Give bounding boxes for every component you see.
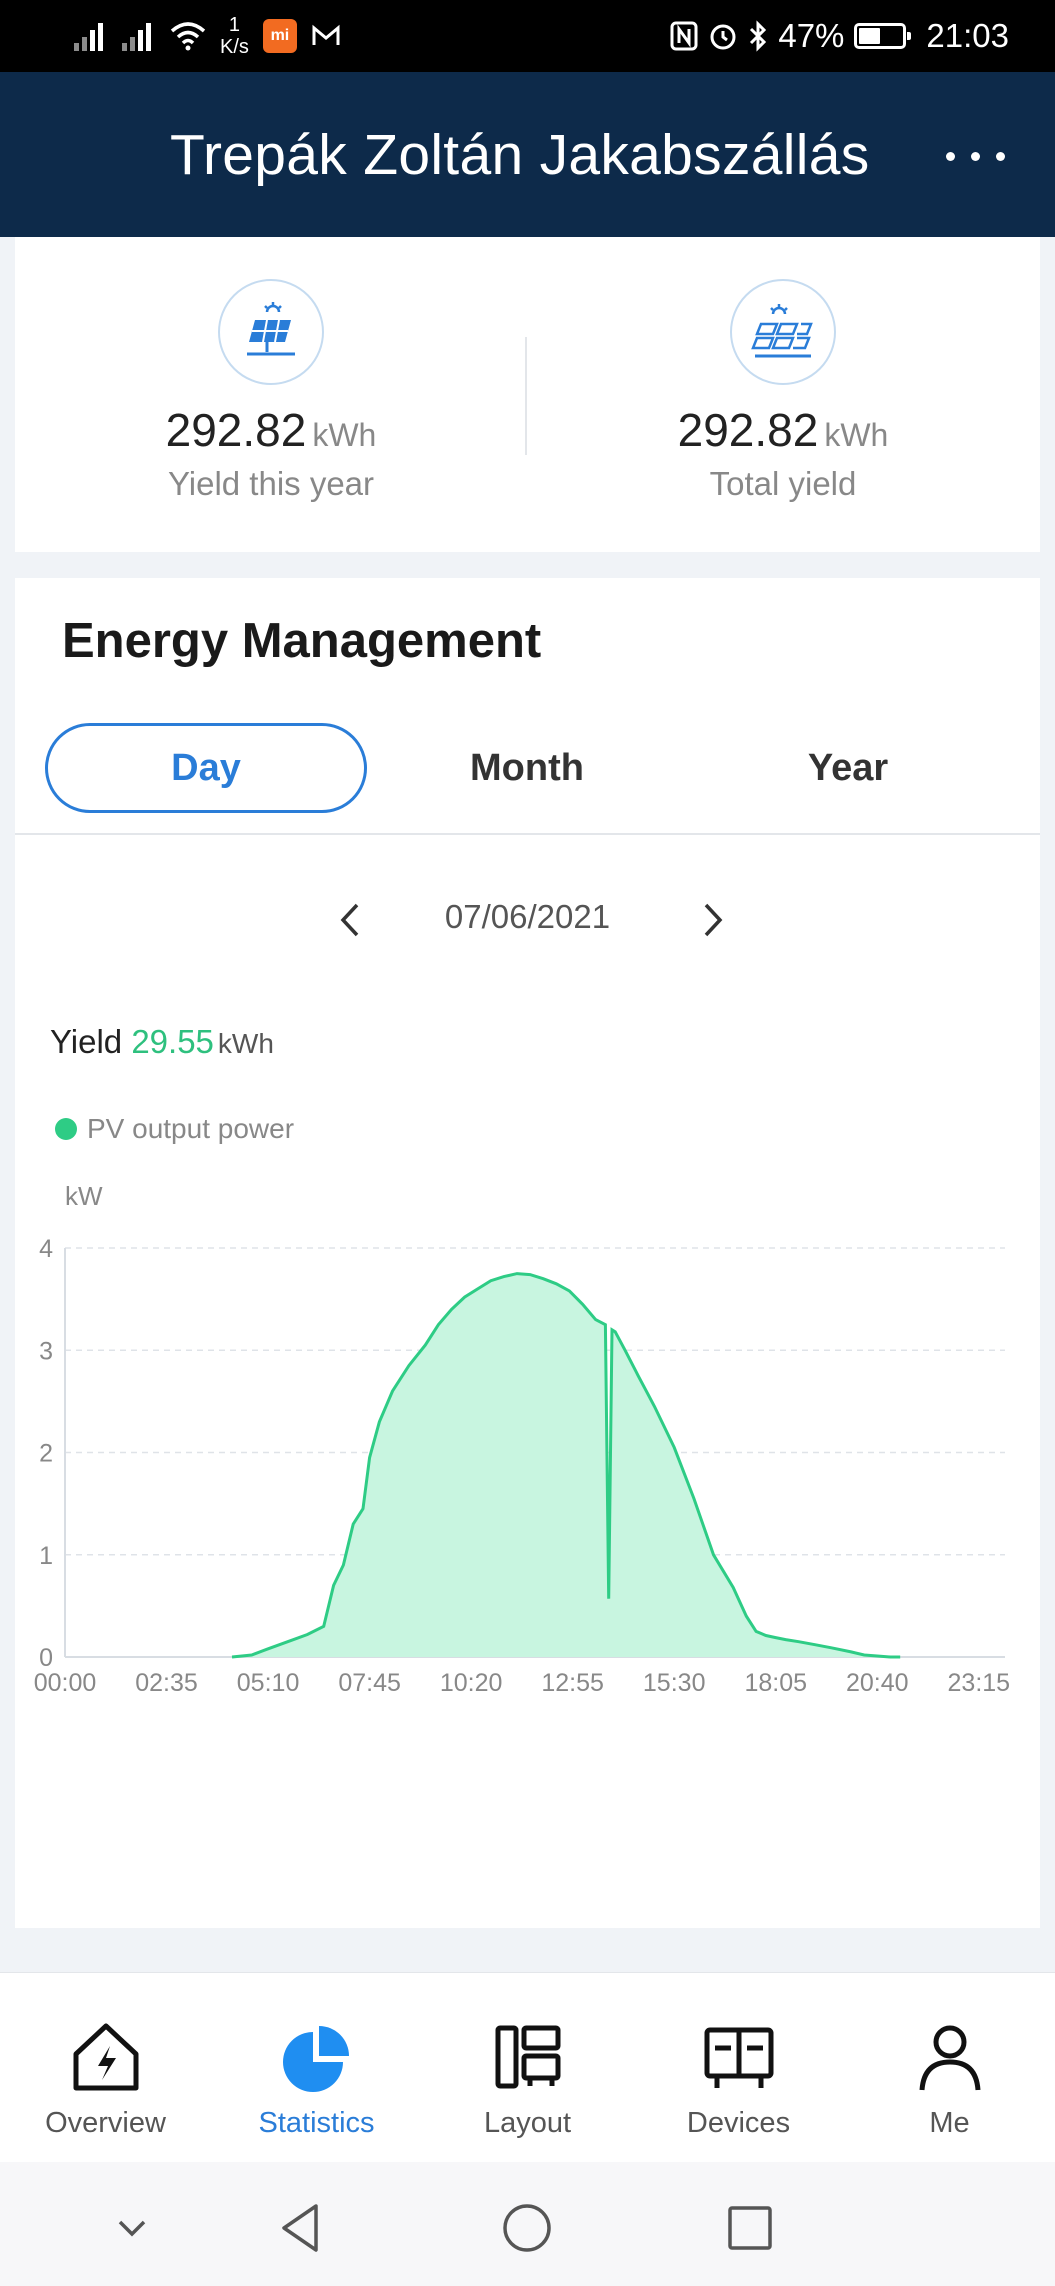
date-navigator: 07/06/2021 — [15, 890, 1040, 950]
person-icon — [919, 2025, 980, 2091]
y-tick-label: 4 — [39, 1235, 53, 1263]
x-tick-label: 12:55 — [541, 1669, 604, 1697]
energy-management-card: Energy Management Day Month Year 07/06/2… — [15, 578, 1040, 1928]
yield-this-year: 292.82 kWh Yield this year — [15, 237, 527, 503]
bluetooth-icon — [750, 20, 767, 52]
nav-layout[interactable]: Layout — [422, 1973, 633, 2163]
overview-bolt-icon — [73, 2023, 138, 2091]
yield-this-year-value: 292.82 — [165, 404, 307, 456]
x-tick-label: 02:35 — [135, 1669, 198, 1697]
section-heading: Energy Management — [62, 614, 542, 668]
solar-panel-icon — [218, 279, 324, 385]
devices-icon — [704, 2027, 773, 2088]
tab-day[interactable]: Day — [45, 723, 367, 813]
y-tick-label: 0 — [39, 1644, 53, 1672]
nfc-icon — [670, 21, 698, 51]
total-yield: 292.82 kWh Total yield — [527, 237, 1039, 503]
nav-me[interactable]: Me — [844, 1973, 1055, 2163]
nav-overview-label: Overview — [45, 2107, 166, 2139]
legend-label: PV output power — [87, 1113, 295, 1144]
pv-output-area — [232, 1273, 901, 1657]
day-yield-unit: kWh — [217, 1028, 274, 1059]
x-tick-label: 10:20 — [440, 1669, 503, 1697]
total-yield-unit: kWh — [824, 417, 889, 453]
total-yield-label: Total yield — [709, 465, 857, 502]
app-bar: Trepák Zoltán Jakabszállás — [0, 72, 1055, 237]
layout-icon — [495, 2025, 560, 2089]
x-tick-label: 05:10 — [237, 1669, 300, 1697]
y-tick-label: 3 — [39, 1337, 53, 1365]
chevron-down-icon[interactable] — [102, 2198, 162, 2258]
signal-strength-2-icon — [122, 21, 156, 51]
system-navigation-bar — [0, 2162, 1055, 2286]
more-options-icon[interactable] — [946, 152, 1005, 161]
y-tick-label: 1 — [39, 1542, 53, 1570]
x-tick-label: 00:00 — [34, 1669, 97, 1697]
pv-output-chart: kW 0 1 2 3 4 00:00 02:35 05:10 07:45 10:20 12:55 15… — [34, 1181, 1011, 1697]
wifi-icon — [170, 22, 206, 51]
day-yield: Yield 29.55 kWh — [50, 1023, 274, 1061]
nav-statistics-label: Statistics — [258, 2107, 375, 2139]
mail-icon — [312, 24, 340, 45]
tab-month[interactable]: Month — [470, 746, 584, 789]
tab-year[interactable]: Year — [807, 746, 889, 789]
nav-devices[interactable]: Devices — [633, 1973, 844, 2163]
y-tick-label: 2 — [39, 1440, 53, 1468]
pv-output-line — [231, 1272, 901, 1659]
yield-summary-card: 292.82 kWh Yield this year 292.82 kWh Tota… — [15, 237, 1040, 552]
statistics-pie-icon — [282, 2026, 349, 2092]
y-axis-unit: kW — [65, 1181, 103, 1211]
recents-icon[interactable] — [720, 2198, 780, 2258]
chevron-left-icon[interactable] — [337, 902, 363, 938]
chart-legend: PV output power — [55, 1113, 294, 1145]
x-tick-label: 15:30 — [643, 1669, 706, 1697]
chevron-right-icon[interactable] — [700, 902, 726, 938]
x-tick-label: 23:15 — [948, 1669, 1011, 1697]
nav-me-label: Me — [929, 2107, 970, 2139]
status-bar: 1 K/s mi 47% 21:03 — [0, 0, 1055, 72]
yield-this-year-unit: kWh — [312, 417, 377, 453]
back-icon[interactable] — [272, 2198, 332, 2258]
nav-layout-label: Layout — [483, 2107, 572, 2139]
solar-array-icon — [730, 279, 836, 385]
clock: 21:03 — [926, 17, 1009, 54]
legend-swatch — [55, 1118, 77, 1140]
x-tick-label: 07:45 — [338, 1669, 401, 1697]
signal-strength-icon — [74, 21, 108, 51]
nav-statistics[interactable]: Statistics — [211, 1973, 422, 2163]
period-tabs: Day Month Year — [15, 723, 1040, 835]
nav-devices-label: Devices — [686, 2107, 791, 2139]
bottom-navigation: Overview Statistics Layout — [0, 1972, 1055, 2162]
selected-date[interactable]: 07/06/2021 — [444, 898, 611, 935]
alarm-icon — [710, 24, 736, 50]
day-yield-value: 29.55 — [131, 1023, 214, 1060]
battery-percent: 47% — [778, 17, 845, 54]
app-notification-icon: mi — [262, 19, 297, 53]
day-yield-label: Yield — [50, 1023, 123, 1060]
stats-divider — [525, 337, 527, 455]
x-tick-label: 18:05 — [744, 1669, 807, 1697]
total-yield-value: 292.82 — [677, 404, 819, 456]
network-speed: 1 K/s — [220, 14, 249, 58]
yield-this-year-label: Yield this year — [167, 465, 375, 502]
nav-overview[interactable]: Overview — [0, 1973, 211, 2163]
plant-title: Trepák Zoltán Jakabszállás — [170, 123, 870, 187]
battery-icon — [854, 23, 912, 49]
home-icon[interactable] — [497, 2198, 557, 2258]
x-tick-label: 20:40 — [846, 1669, 909, 1697]
